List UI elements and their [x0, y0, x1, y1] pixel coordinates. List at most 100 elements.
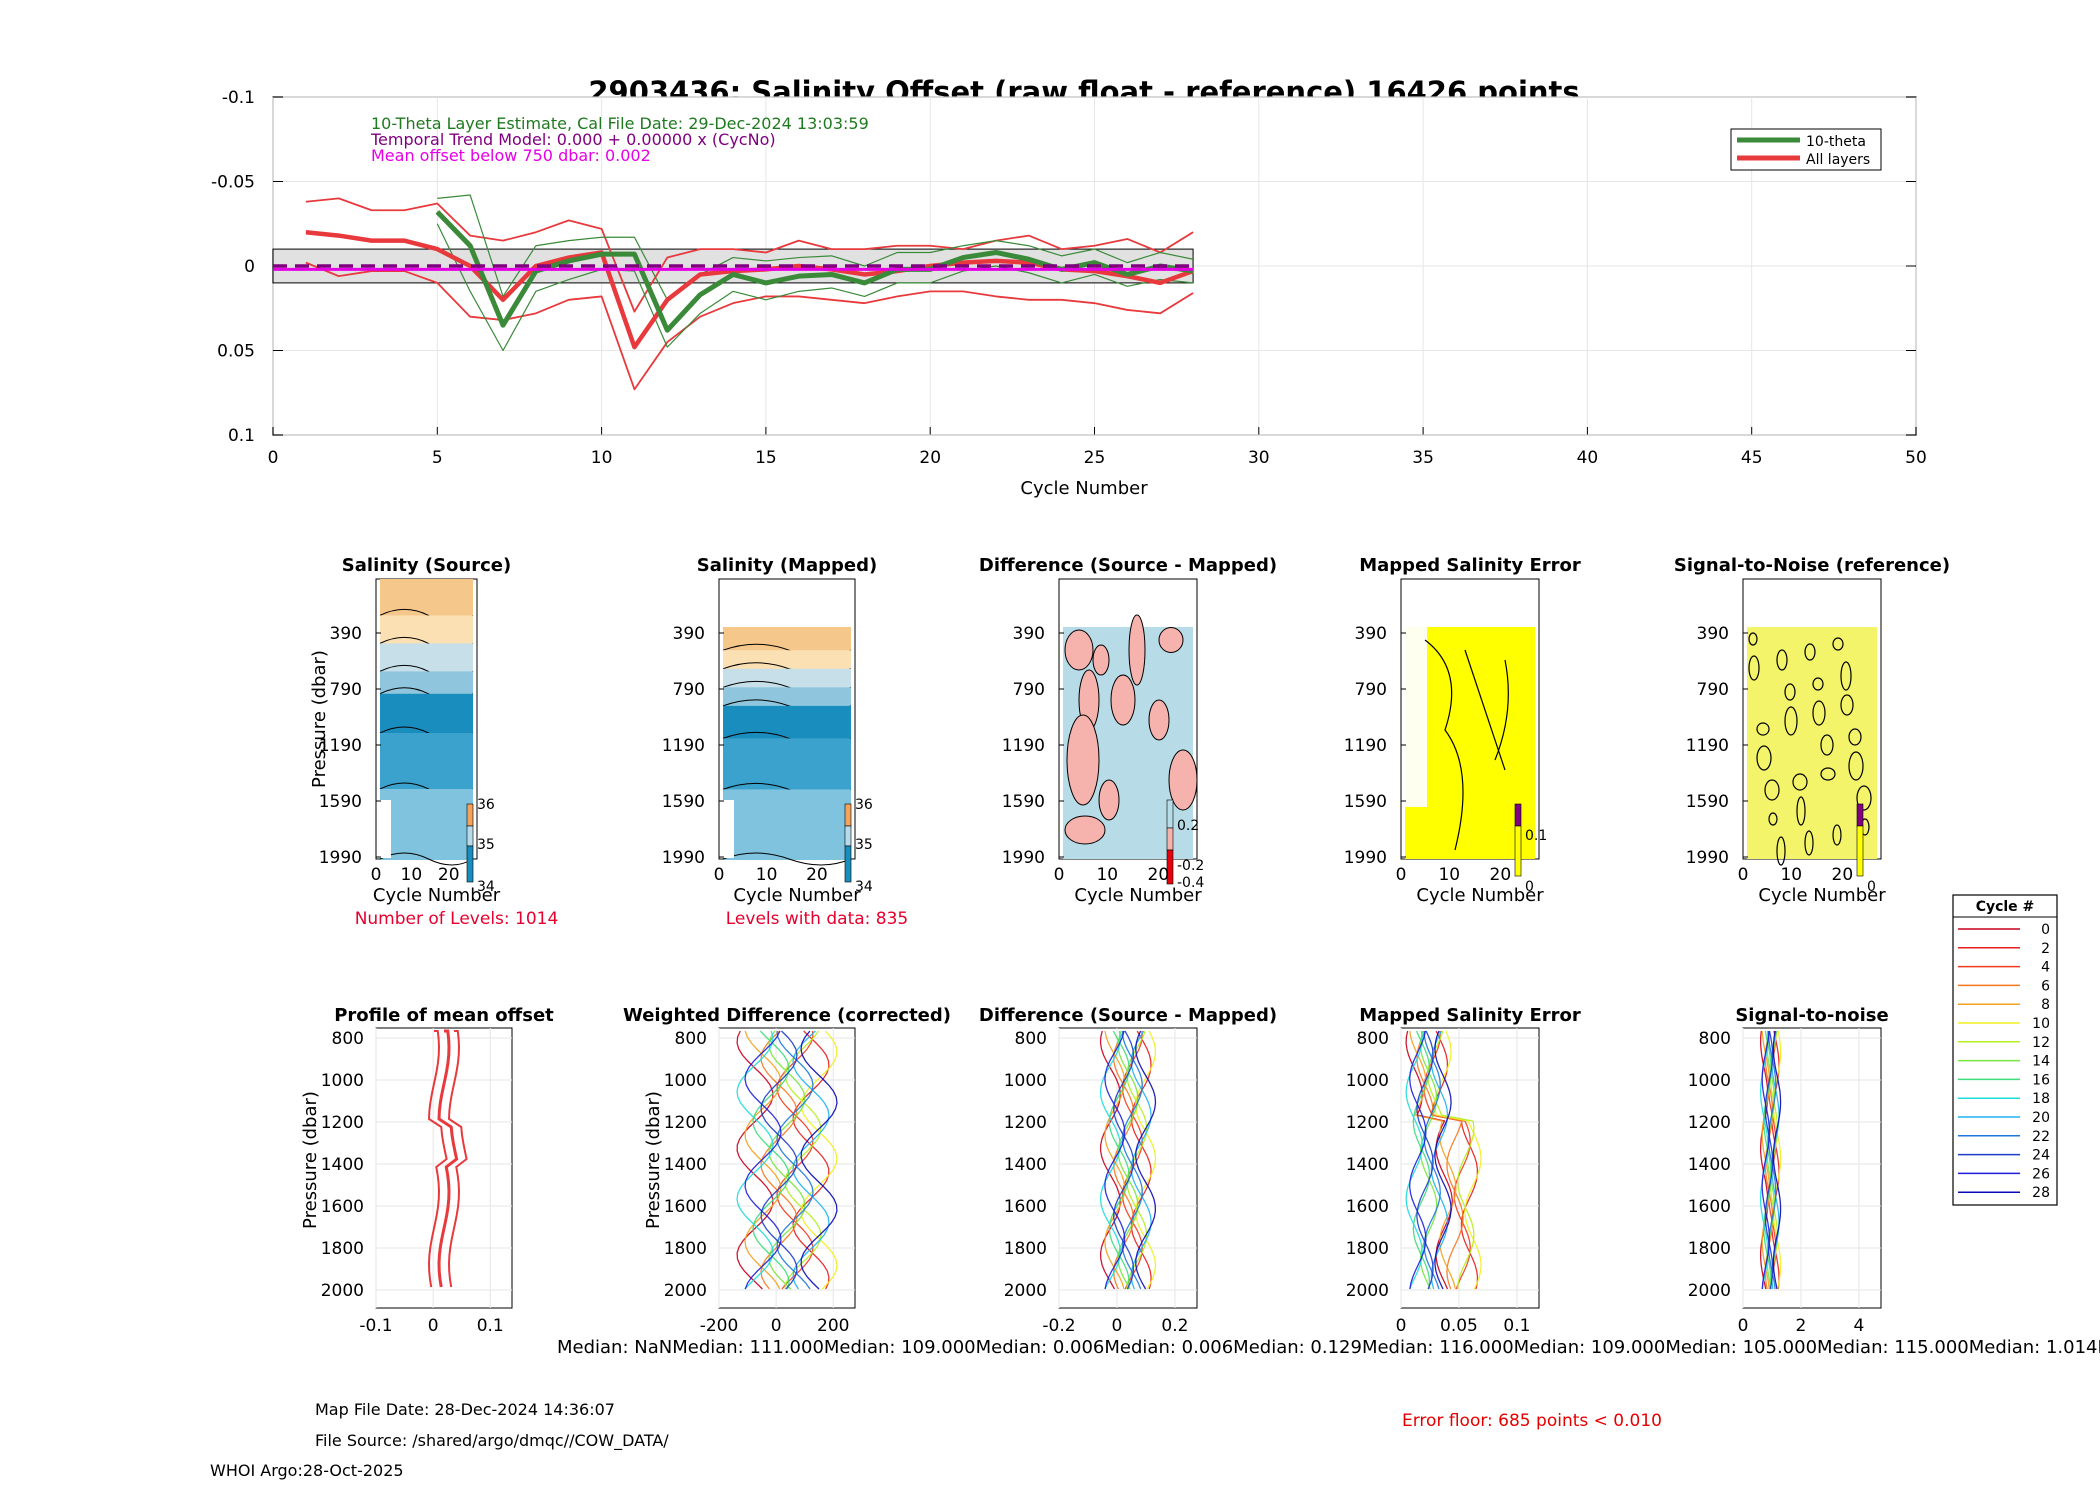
heatmap-xtick-label: 0: [371, 865, 382, 885]
offset-xtick-label: 30: [1248, 448, 1270, 468]
profile-xtick-label: -200: [700, 1316, 739, 1336]
heatmap-contour: [722, 852, 852, 866]
offset-xtick-label: 35: [1412, 448, 1434, 468]
snr-contour: [1768, 812, 1778, 826]
profile-cycle-line: [1772, 1030, 1782, 1290]
profile-ytick-label: 1800: [664, 1239, 707, 1259]
profile-ytick-label: 1400: [1004, 1155, 1047, 1175]
profile-xtick-label: 0: [1396, 1316, 1407, 1336]
colorbar-mid: [466, 825, 474, 847]
profile-panel-7: Weighted Difference (corrected) -200 0 200 8…: [623, 1005, 951, 1336]
profile-cycle-line: [1761, 1030, 1771, 1290]
heatmap-row: Salinity (Source) 36 35 34 390 790 1190 1590 199…: [309, 555, 1950, 929]
profile-cycle-line: [1121, 1030, 1143, 1290]
heatmap-ytick-label: 790: [330, 680, 362, 700]
profile-ytick-label: 1800: [321, 1239, 364, 1259]
cycle-legend-label: 22: [2032, 1129, 2050, 1145]
heatmap-panel-5: Signal-to-Noise (reference) 0 390 790 1190 15…: [1674, 555, 1950, 906]
offset-xtick-label: 5: [432, 448, 443, 468]
profile-cycle-line: [1104, 1030, 1126, 1290]
profile-ytick-label: 1600: [664, 1197, 707, 1217]
profile-cycle-line: [1759, 1030, 1769, 1290]
heatmap-xtick-label: 10: [756, 865, 778, 885]
heatmap-panel-4: Mapped Salinity Error 0.1 0 390 790 1190 1590 1…: [1344, 555, 1581, 906]
all-layers-upper: [305, 197, 1194, 313]
cycle-legend-label: 16: [2032, 1072, 2050, 1088]
profile-cycle-line: [1409, 1030, 1427, 1290]
profile-cycle-line: [1405, 1030, 1453, 1290]
offset-ytick-label: 0.1: [228, 426, 255, 446]
offset-chart: 2903436: Salinity Offset (raw float - re…: [211, 75, 1927, 499]
profile-ytick-label: 2000: [1346, 1281, 1389, 1301]
cycle-legend-label: 6: [2041, 978, 2050, 994]
colorbar-label: 36: [477, 797, 495, 813]
colorbar-label: 36: [855, 797, 873, 813]
profile-cycle-line: [1099, 1030, 1121, 1290]
snr-contour: [1748, 632, 1758, 646]
annotation-mean-offset: Mean offset below 750 dbar: 0.002: [371, 146, 651, 165]
heatmap-title: Salinity (Mapped): [697, 555, 877, 576]
profile-cycle-line: [1117, 1030, 1139, 1290]
snr-contour: [1832, 824, 1842, 846]
heatmap-ytick-label: 790: [1355, 680, 1387, 700]
profile-title: Profile of mean offset: [334, 1005, 554, 1026]
heatmap-xlabel: Cycle Number: [1074, 885, 1202, 906]
profile-ytick-label: 1200: [1346, 1113, 1389, 1133]
profile-cycle-line: [1430, 1030, 1479, 1290]
snr-contour: [1848, 728, 1862, 746]
profile-xtick-label: 2: [1796, 1316, 1807, 1336]
profile-xtick-label: -0.2: [1042, 1316, 1075, 1336]
difference-blob: [1158, 627, 1184, 653]
heatmap-xlabel: Cycle Number: [1758, 885, 1886, 906]
colorbar-bottom: [466, 845, 474, 883]
snr-contour: [1748, 655, 1760, 681]
all-layers-lower: [305, 261, 1194, 391]
profile-xtick-label: 0: [1112, 1316, 1123, 1336]
profile-ytick-label: 800: [1357, 1029, 1389, 1049]
offset-xtick-label: 10: [591, 448, 613, 468]
colorbar-bottom: [1166, 849, 1174, 885]
profile-cycle-line: [1130, 1030, 1152, 1290]
profile-ylabel: Pressure (dbar): [300, 1091, 321, 1229]
colorbar-top: [1514, 803, 1522, 827]
heatmap-title: Difference (Source - Mapped): [979, 555, 1277, 576]
heatmap-ytick-label: 1990: [1686, 848, 1729, 868]
snr-contour: [1840, 694, 1854, 716]
heatmap-panel-2: Salinity (Mapped) 36 35 34 390 790 1190 1590 199…: [662, 555, 909, 929]
profile-ytick-label: 1600: [1688, 1197, 1731, 1217]
profile-ylabel: Pressure (dbar): [643, 1091, 664, 1229]
heatmap-band: [723, 705, 851, 740]
cycle-legend-label: 26: [2032, 1166, 2050, 1182]
snr-contour: [1812, 700, 1826, 726]
heatmap-xtick-label: 20: [1832, 865, 1854, 885]
heatmap-band: [723, 738, 851, 791]
cycle-legend-label: 14: [2032, 1054, 2050, 1070]
difference-blob: [1064, 629, 1094, 671]
profile-ytick-label: 1000: [1004, 1071, 1047, 1091]
offset-ytick-label: -0.1: [222, 88, 255, 108]
profile-ytick-label: 2000: [321, 1281, 364, 1301]
profile-title: Signal-to-noise: [1735, 1005, 1888, 1026]
snr-contour: [1812, 677, 1824, 691]
profile-ytick-label: 1000: [1346, 1071, 1389, 1091]
colorbar-bottom: [1514, 825, 1522, 877]
difference-blob: [1098, 779, 1120, 821]
profile-cycle-line: [1434, 1030, 1452, 1290]
colorbar-label: 0: [1867, 879, 1876, 895]
heatmap-xtick-label: 20: [1490, 865, 1512, 885]
profile-xtick-label: 0.05: [1440, 1316, 1478, 1336]
profile-xtick-label: 0.1: [1503, 1316, 1530, 1336]
heatmap-ytick-label: 1590: [1686, 792, 1729, 812]
mean-offset-profile: [447, 1030, 468, 1288]
snr-contour: [1764, 779, 1780, 801]
heatmap-band: [380, 789, 473, 860]
mean-offset-profile: [427, 1030, 448, 1288]
heatmap-xlabel: Cycle Number: [373, 885, 501, 906]
heatmap-ytick-label: 1590: [1002, 792, 1045, 812]
snr-contour: [1856, 785, 1872, 811]
profile-xtick-label: 0: [771, 1316, 782, 1336]
profile-cycle-line: [1416, 1030, 1434, 1290]
colorbar-label: 0.2: [1177, 818, 1199, 834]
profile-xtick-label: 4: [1854, 1316, 1865, 1336]
offset-xtick-label: 25: [1084, 448, 1106, 468]
